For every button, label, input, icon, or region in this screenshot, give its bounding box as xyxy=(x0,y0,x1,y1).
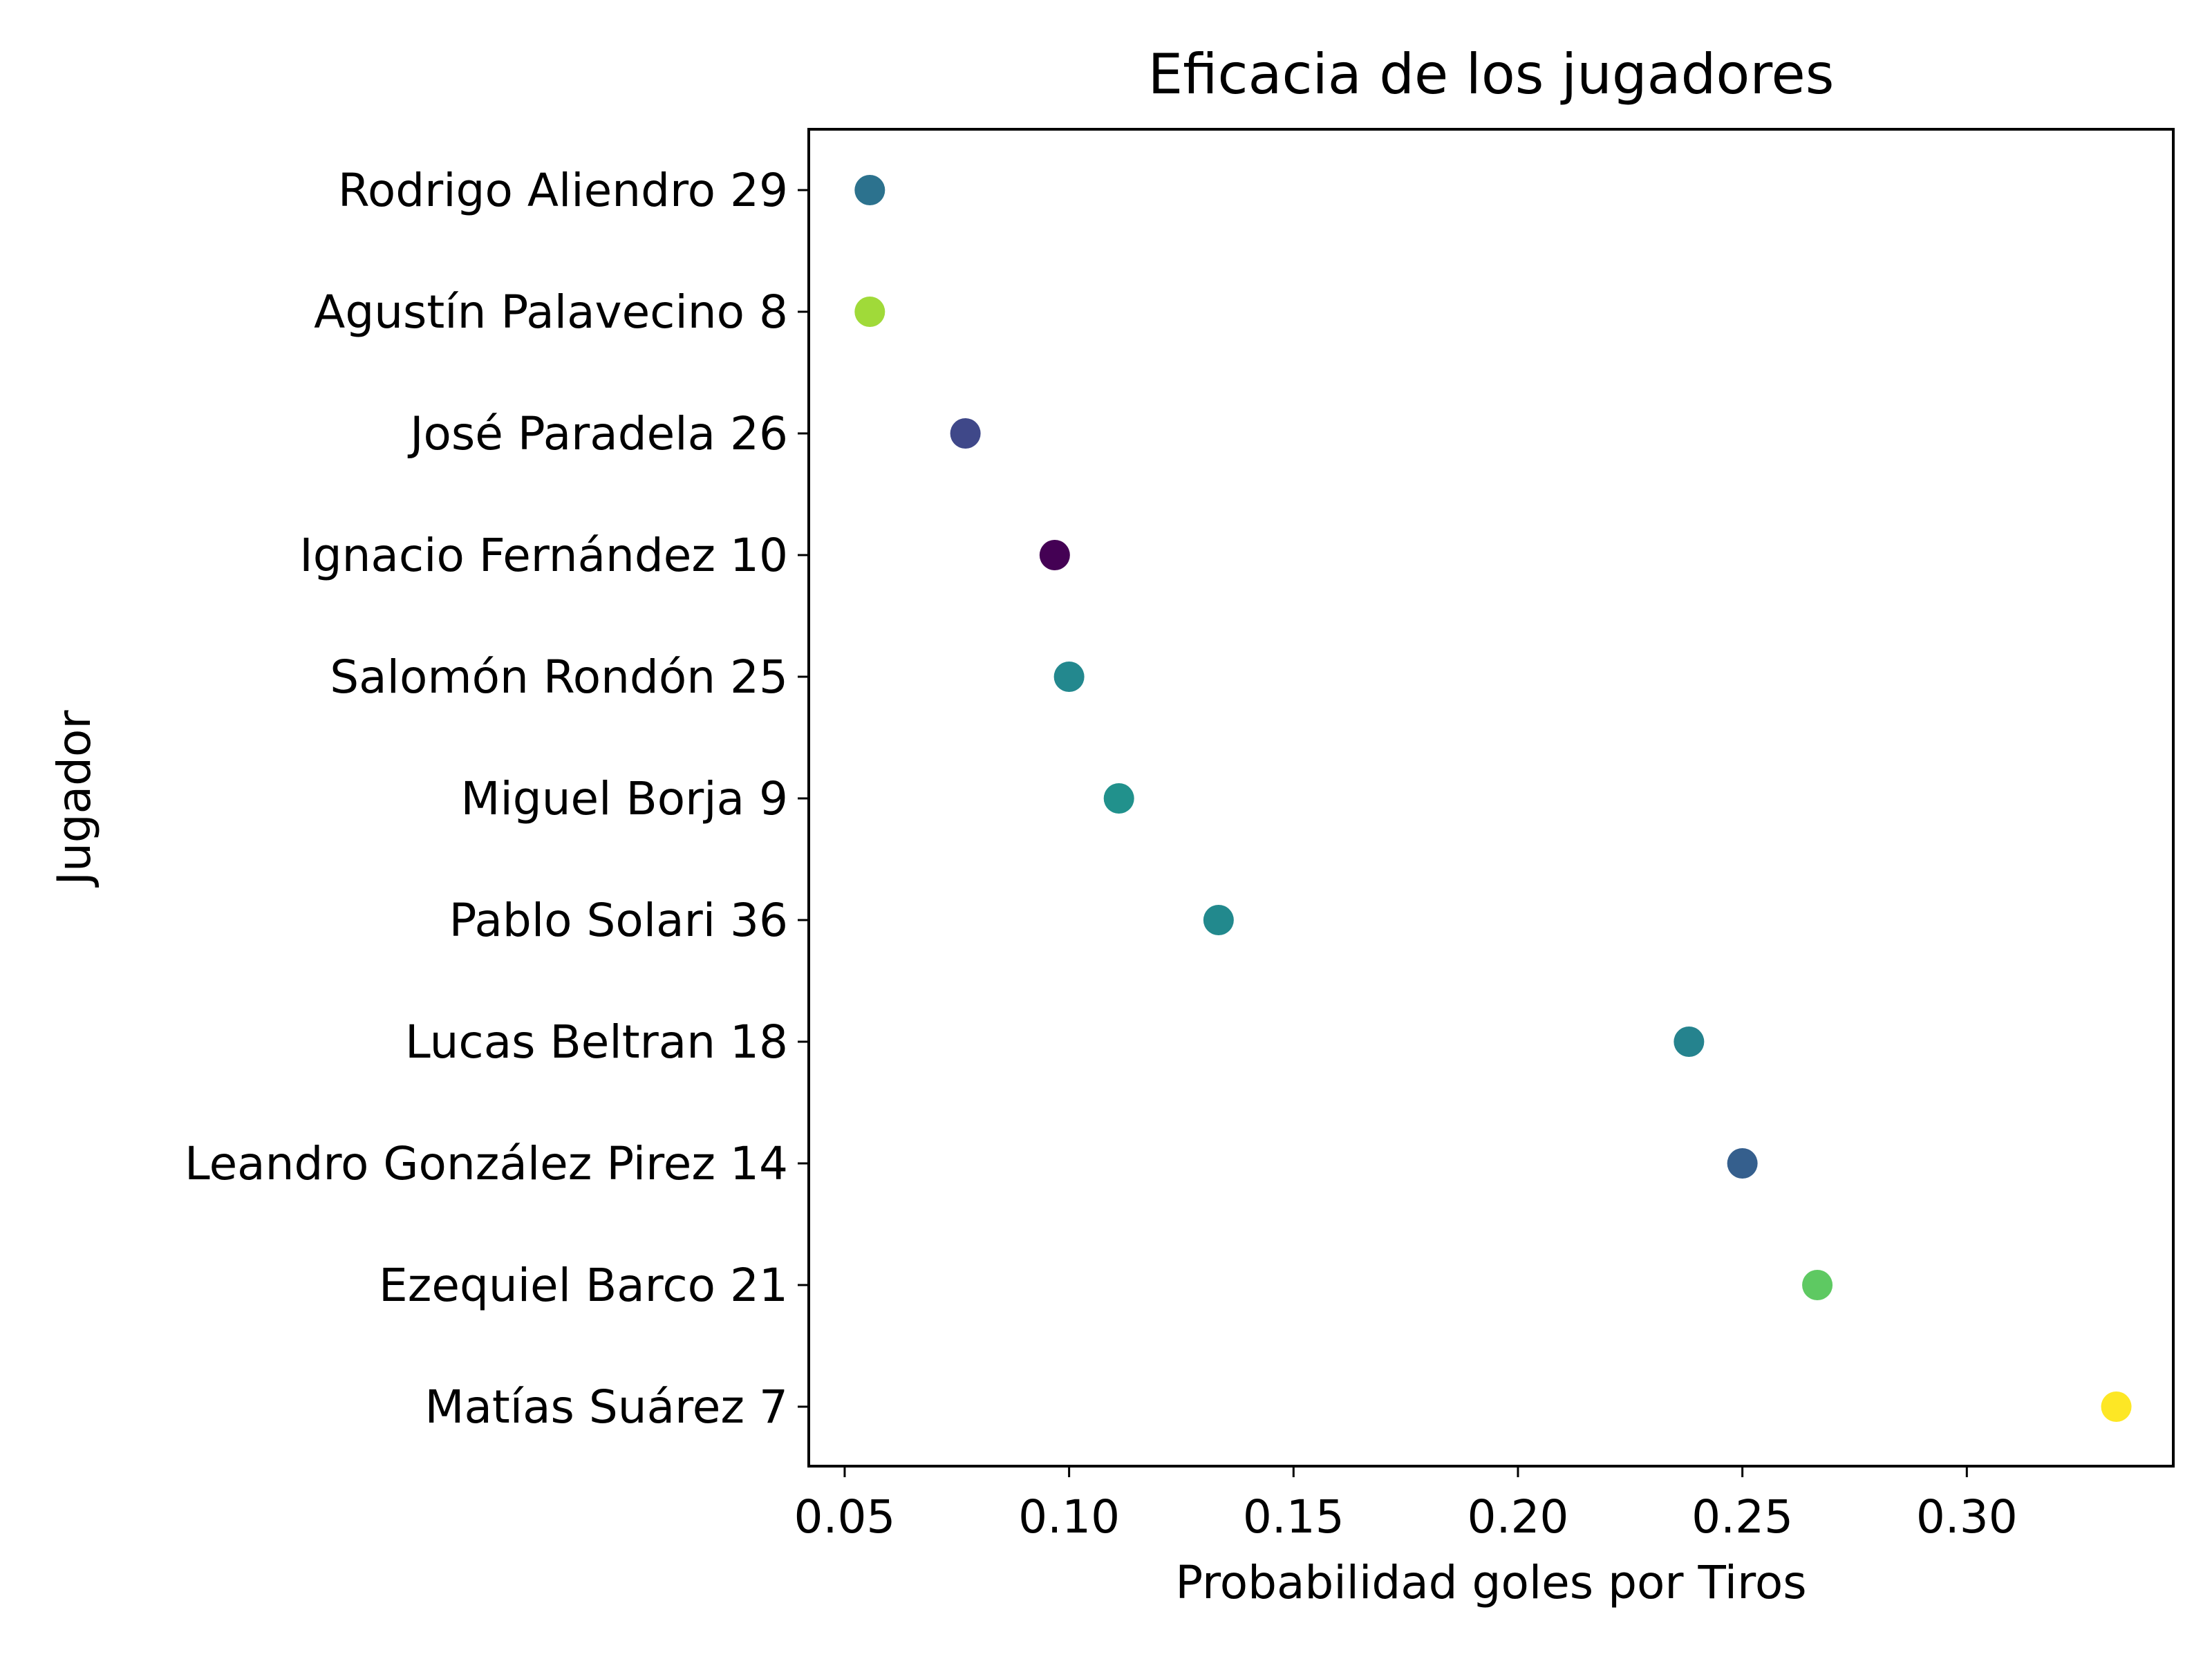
y-tick-label-3: Ignacio Fernández 10 xyxy=(299,529,788,582)
y-tick-label-8: Leandro González Pirez 14 xyxy=(185,1137,788,1190)
x-tick-label-3: 0.20 xyxy=(1467,1490,1568,1544)
plot-frame xyxy=(807,128,2175,1468)
chart-title: Eficacia de los jugadores xyxy=(1148,42,1835,106)
x-tick-label-1: 0.10 xyxy=(1018,1490,1120,1544)
y-tick-label-1: Agustín Palavecino 8 xyxy=(314,285,788,339)
data-point-10 xyxy=(2101,1391,2132,1422)
data-point-3 xyxy=(1039,540,1070,570)
data-point-4 xyxy=(1053,662,1085,692)
y-tick-label-0: Rodrigo Aliendro 29 xyxy=(338,164,788,217)
y-tick-label-10: Matías Suárez 7 xyxy=(425,1380,789,1434)
plot-marks: 0.05 0.10 0.15 0.20 0.25 0.30 Rodrigo Aliendro… xyxy=(185,164,2132,1544)
data-point-5 xyxy=(1103,783,1134,814)
x-tick-label-4: 0.25 xyxy=(1691,1490,1793,1544)
data-point-1 xyxy=(854,297,885,327)
x-axis-label: Probabilidad goles por Tiros xyxy=(1175,1556,1806,1609)
y-tick-label-6: Pablo Solari 36 xyxy=(449,894,788,947)
y-tick-label-9: Ezequiel Barco 21 xyxy=(379,1259,788,1312)
y-axis-label: Jugador xyxy=(48,710,101,888)
data-point-0 xyxy=(854,175,885,205)
x-tick-label-2: 0.15 xyxy=(1243,1490,1344,1544)
data-point-8 xyxy=(1727,1148,1758,1179)
data-point-2 xyxy=(950,418,981,449)
data-point-9 xyxy=(1802,1270,1833,1300)
y-tick-label-4: Salomón Rondón 25 xyxy=(330,650,788,704)
x-tick-label-5: 0.30 xyxy=(1916,1490,2018,1544)
data-point-7 xyxy=(1674,1027,1705,1057)
y-tick-label-7: Lucas Beltran 18 xyxy=(405,1015,788,1069)
y-tick-label-2: José Paradela 26 xyxy=(407,407,788,460)
data-point-6 xyxy=(1203,905,1234,935)
y-tick-label-5: Miguel Borja 9 xyxy=(461,772,788,825)
x-tick-label-0: 0.05 xyxy=(794,1490,895,1544)
